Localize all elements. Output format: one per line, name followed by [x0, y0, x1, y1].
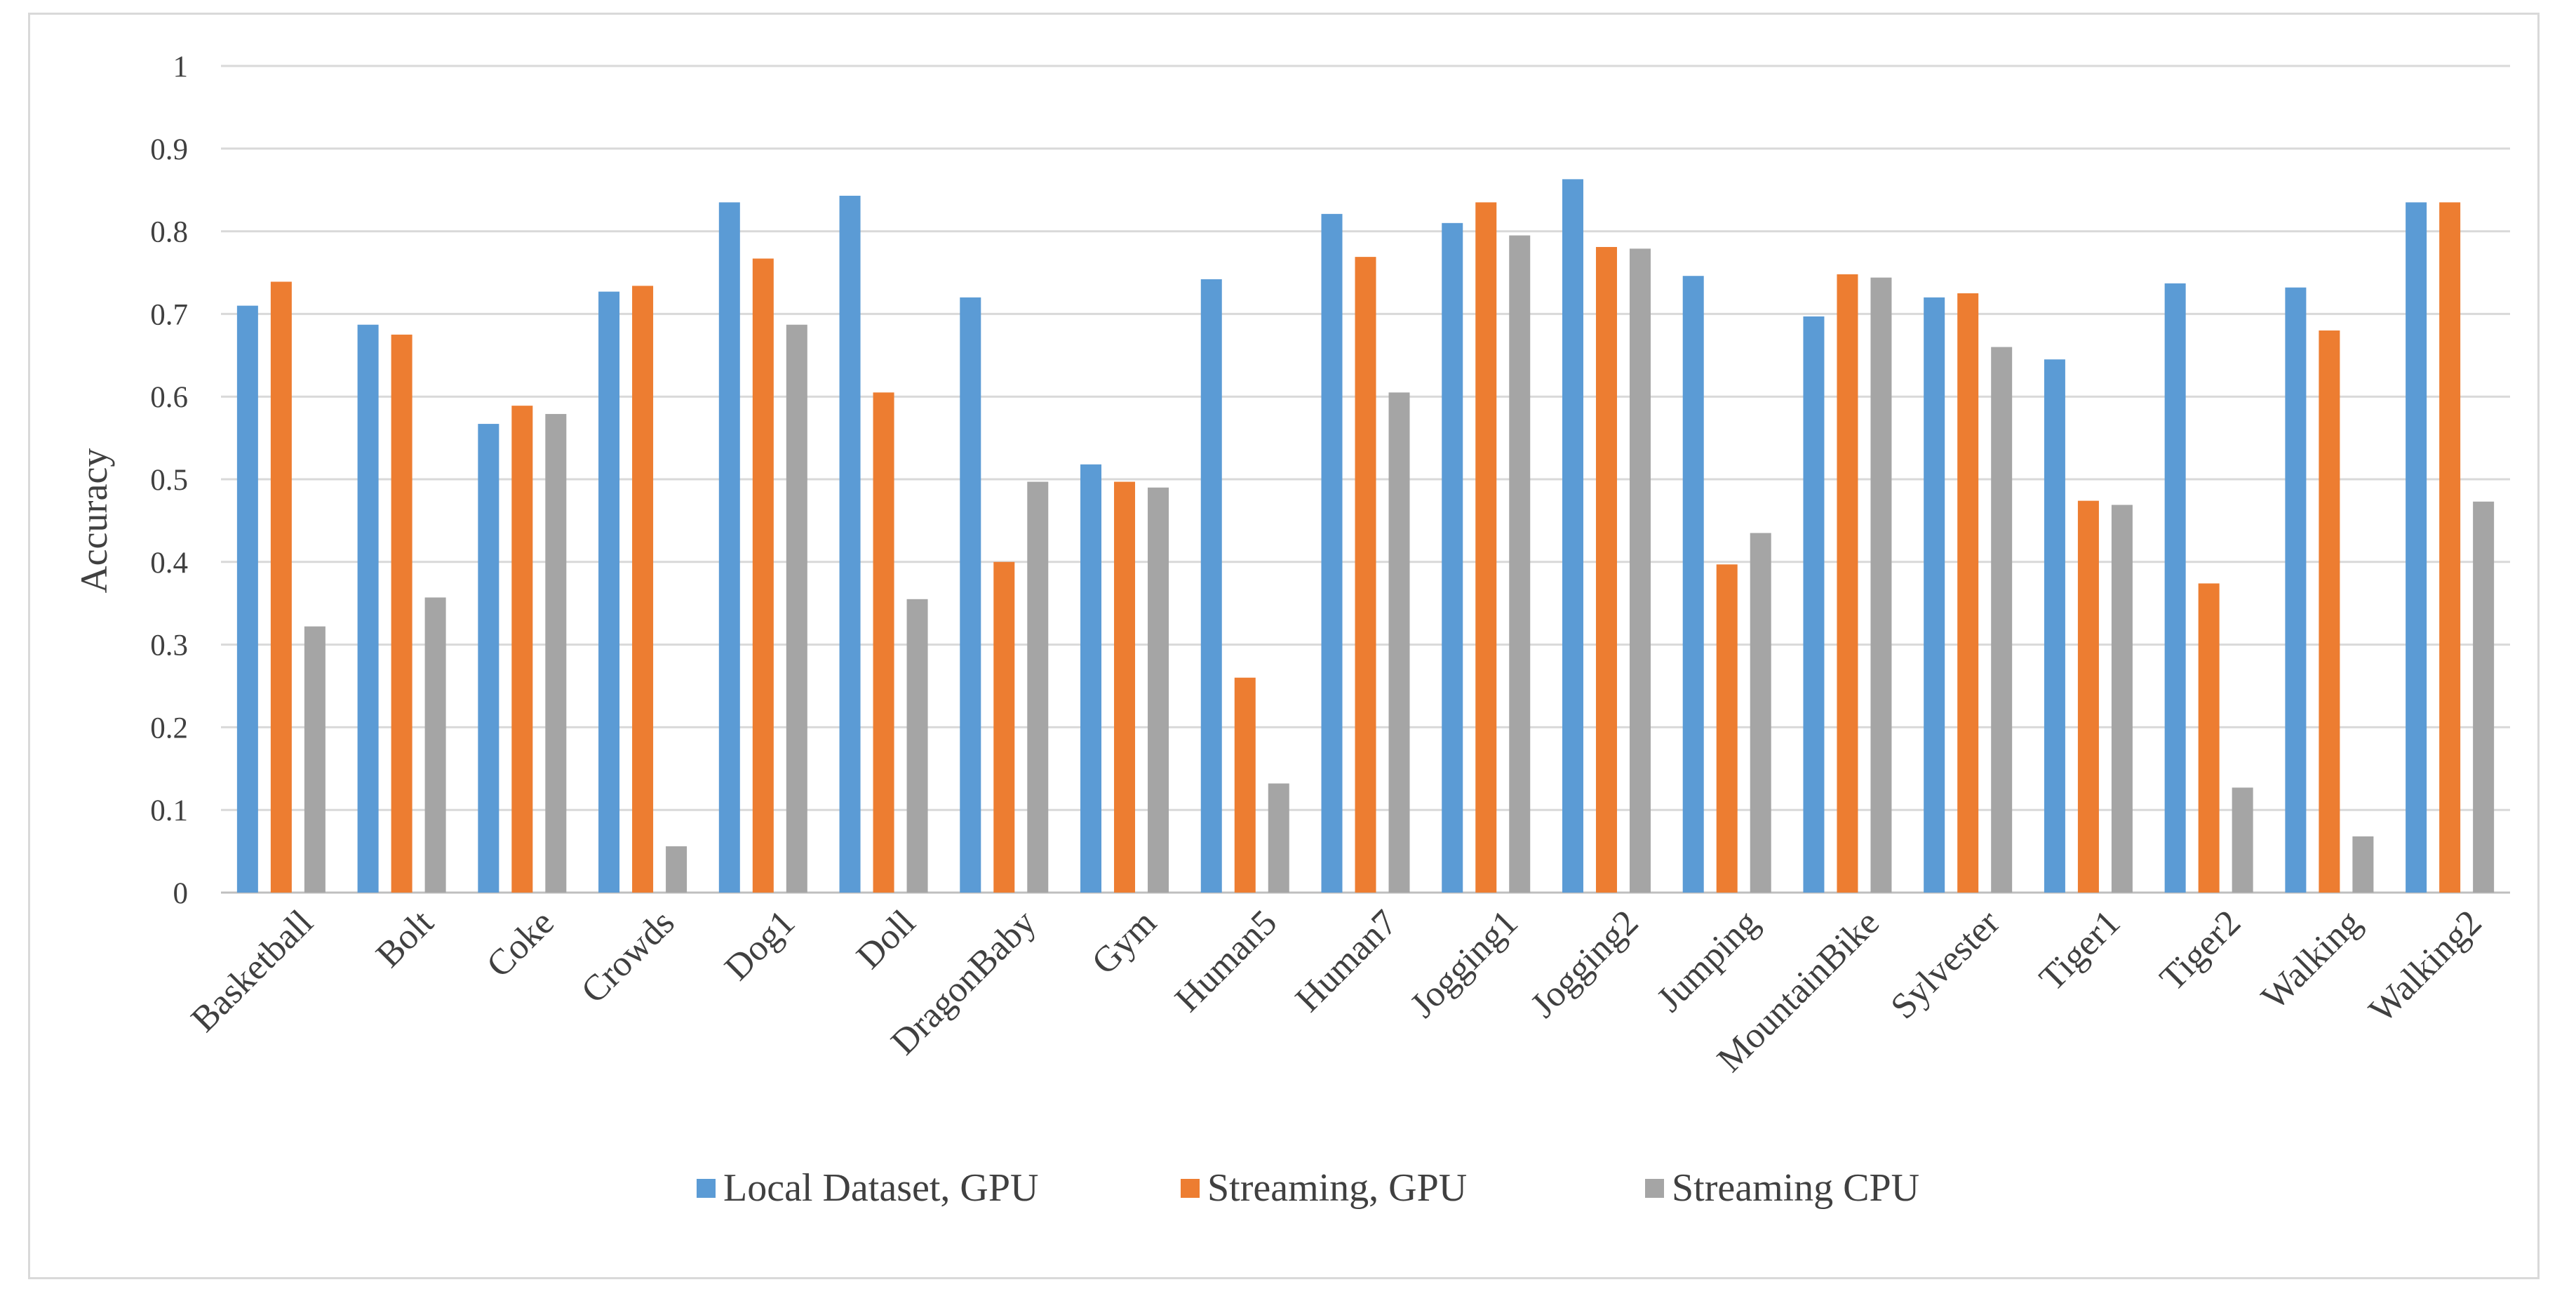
y-tick-label: 0.2: [150, 712, 188, 745]
bar-sylvester-series-1: [1924, 297, 1945, 893]
bar-doll-series-3: [906, 599, 928, 893]
bar-dog1-series-1: [718, 202, 740, 893]
bar-coke-series-2: [511, 406, 533, 893]
x-tick-label: Coke: [479, 902, 562, 985]
y-tick-label: 0.4: [150, 547, 188, 580]
bar-doll-series-1: [839, 195, 861, 893]
x-tick-label: Jogging1: [1403, 902, 1526, 1025]
y-axis-ticks: 0 0.1 0.2 0.3 0.4 0.5 0.6 0.7 0.8 0.9 1: [150, 51, 188, 910]
x-tick-label: Gym: [1085, 902, 1165, 982]
bar-human5-series-2: [1234, 677, 1256, 893]
y-tick-label: 0.8: [150, 216, 188, 249]
bar-dragonbaby-series-1: [960, 297, 981, 893]
x-tick-label: Jogging2: [1523, 902, 1646, 1025]
bar-human7-series-1: [1321, 213, 1343, 893]
y-tick-label: 1: [173, 51, 189, 84]
y-tick-label: 0.9: [150, 133, 188, 166]
x-tick-label: Basketball: [184, 902, 321, 1040]
bar-jogging2-series-1: [1562, 179, 1583, 893]
x-tick-label: Jumping: [1649, 902, 1766, 1020]
bar-human7-series-2: [1355, 257, 1376, 893]
y-tick-label: 0.7: [150, 298, 188, 331]
x-tick-label: Crowds: [574, 902, 683, 1011]
legend-swatch: [697, 1179, 716, 1198]
bar-basketball-series-1: [236, 305, 258, 893]
y-tick-label: 0.5: [150, 464, 188, 497]
bar-walking-series-2: [2319, 330, 2340, 893]
bar-walking2-series-1: [2406, 202, 2427, 893]
bar-gym-series-2: [1114, 481, 1136, 893]
y-tick-label: 0.1: [150, 794, 188, 827]
bar-mountainbike-series-1: [1803, 316, 1825, 893]
bar-jogging1-series-2: [1475, 202, 1497, 893]
bar-dog1-series-3: [786, 324, 807, 893]
x-tick-label: Tiger1: [2032, 902, 2128, 999]
y-tick-label: 0: [173, 877, 189, 910]
y-axis-title: Accuracy: [73, 448, 115, 594]
bar-tiger2-series-1: [2164, 283, 2186, 893]
legend-label: Streaming, GPU: [1207, 1166, 1467, 1210]
bar-walking-series-3: [2352, 836, 2374, 893]
bar-tiger2-series-3: [2232, 787, 2253, 893]
bar-walking2-series-3: [2473, 501, 2495, 893]
x-tick-label: Human5: [1167, 902, 1284, 1020]
bar-crowds-series-1: [598, 291, 620, 893]
legend-label: Streaming CPU: [1672, 1166, 1919, 1210]
bar-coke-series-1: [478, 424, 499, 893]
bar-walking2-series-2: [2439, 202, 2461, 893]
bar-tiger1-series-3: [2111, 505, 2133, 893]
bar-dragonbaby-series-2: [993, 561, 1015, 893]
bars: [236, 179, 2495, 893]
bar-jogging2-series-2: [1595, 246, 1617, 893]
bar-bolt-series-3: [424, 597, 446, 893]
x-tick-label: Dog1: [717, 902, 803, 988]
bar-jogging1-series-1: [1442, 222, 1463, 893]
bar-gym-series-3: [1148, 487, 1169, 893]
bar-jogging1-series-3: [1509, 235, 1531, 893]
x-tick-label: Tiger2: [2152, 902, 2248, 999]
legend-swatch: [1645, 1179, 1664, 1198]
bar-doll-series-2: [873, 392, 894, 893]
bar-sylvester-series-3: [1991, 347, 2013, 893]
bar-bolt-series-2: [391, 334, 412, 893]
bar-dragonbaby-series-3: [1027, 481, 1049, 893]
bar-bolt-series-1: [357, 324, 379, 893]
bar-basketball-series-3: [304, 626, 326, 893]
legend-label: Local Dataset, GPU: [723, 1166, 1038, 1210]
bar-tiger2-series-2: [2198, 583, 2220, 893]
bar-coke-series-3: [545, 413, 567, 893]
bar-gym-series-1: [1080, 464, 1102, 893]
bar-dog1-series-2: [752, 258, 774, 893]
bar-tiger1-series-1: [2044, 359, 2065, 893]
bar-human5-series-1: [1200, 279, 1222, 893]
bar-jumping-series-3: [1750, 533, 1771, 893]
bar-basketball-series-2: [270, 281, 292, 893]
bar-tiger1-series-2: [2077, 500, 2099, 893]
bar-human5-series-3: [1268, 783, 1289, 893]
legend: Local Dataset, GPU Streaming, GPU Streamin…: [697, 1166, 1919, 1210]
bar-mountainbike-series-3: [1870, 277, 1892, 893]
bar-crowds-series-2: [632, 286, 654, 893]
bar-walking-series-1: [2285, 287, 2307, 893]
bar-human7-series-3: [1388, 392, 1410, 893]
bar-sylvester-series-2: [1957, 293, 1979, 893]
bar-jogging2-series-3: [1629, 248, 1651, 893]
bar-jumping-series-2: [1716, 564, 1738, 893]
x-axis-labels: Basketball Bolt Coke Crowds Dog1 DollDragonBa…: [184, 902, 2490, 1080]
x-tick-label: Doll: [849, 902, 923, 977]
x-tick-label: Walking2: [2361, 902, 2489, 1030]
legend-swatch: [1181, 1179, 1200, 1198]
bar-mountainbike-series-2: [1837, 274, 1858, 893]
y-tick-label: 0.3: [150, 629, 188, 662]
x-tick-label: Sylvester: [1884, 902, 2008, 1027]
bar-jumping-series-1: [1682, 276, 1704, 893]
x-tick-label: Human7: [1288, 902, 1405, 1020]
x-tick-label: Bolt: [368, 902, 441, 975]
bar-crowds-series-3: [666, 846, 687, 893]
x-tick-label: Walking: [2254, 902, 2369, 1017]
y-tick-label: 0.6: [150, 381, 188, 414]
